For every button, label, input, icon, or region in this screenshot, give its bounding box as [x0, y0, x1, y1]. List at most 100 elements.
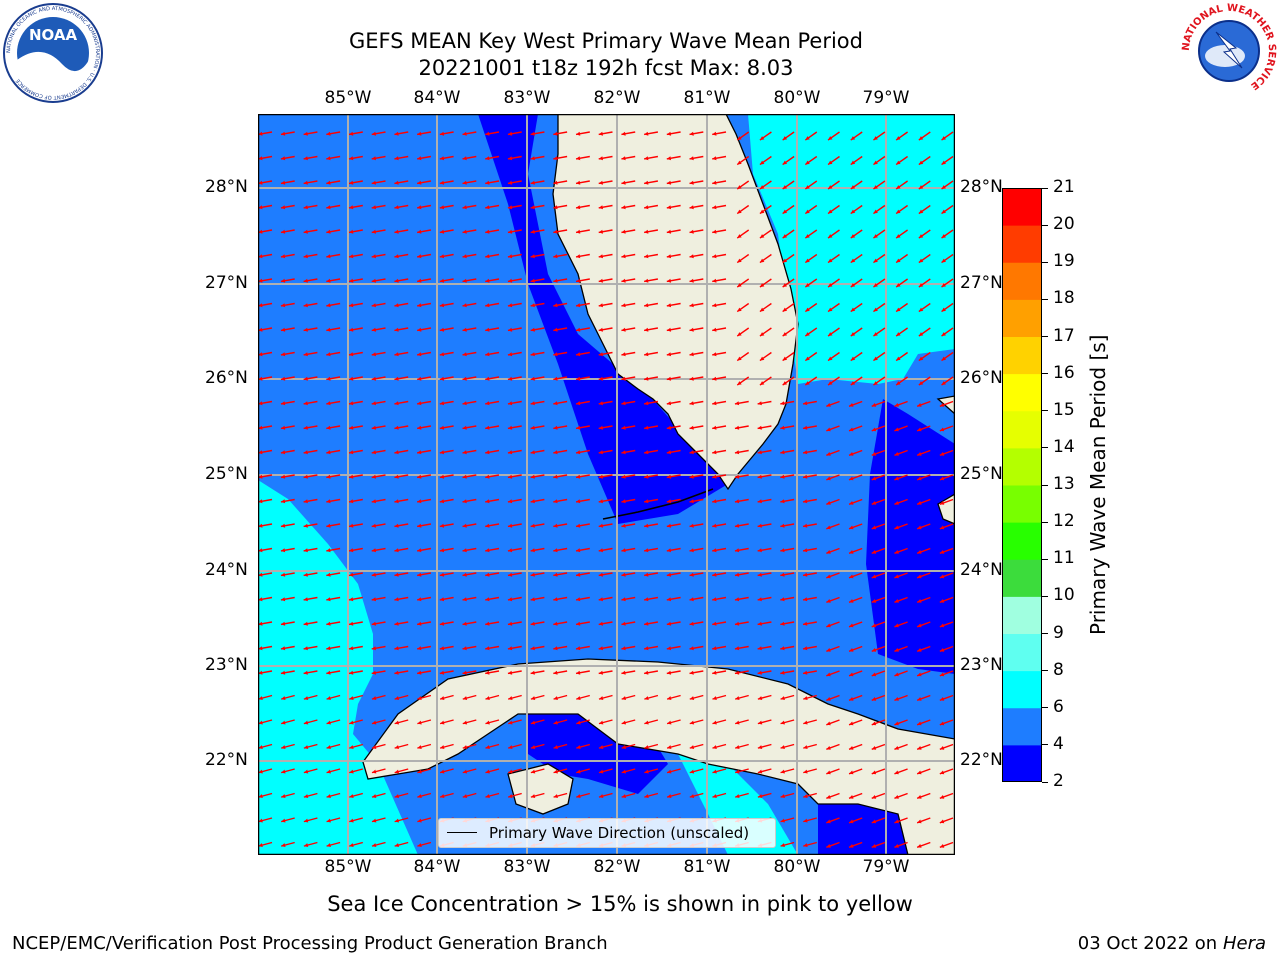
- wave-arrow-head: [553, 229, 558, 234]
- wave-arrow-head: [553, 450, 558, 455]
- wave-arrow-head: [849, 623, 854, 628]
- wave-arrow-head: [918, 185, 924, 190]
- lon-label-top-81w: 81°W: [683, 88, 731, 108]
- wave-arrow-head: [849, 599, 854, 603]
- wave-arrow-head: [553, 205, 558, 210]
- wave-arrow-head: [439, 646, 445, 651]
- wave-arrow-head: [871, 452, 877, 456]
- wave-arrow-head: [258, 769, 263, 774]
- wave-arrow-head: [371, 769, 377, 774]
- wave-arrow-head: [782, 332, 788, 337]
- wave-arrow-head: [303, 474, 308, 479]
- wave-arrow-head: [759, 160, 765, 165]
- wave-arrow-head: [667, 794, 672, 799]
- wave-arrow-head: [918, 234, 924, 239]
- wave-arrow-head: [326, 670, 331, 675]
- wave-arrow-head: [941, 283, 946, 288]
- wave-arrow-head: [803, 818, 808, 823]
- wave-arrow-head: [757, 450, 762, 455]
- wave-arrow-head: [712, 156, 717, 161]
- wave-arrow-head: [871, 746, 877, 750]
- wave-arrow-head: [734, 523, 740, 528]
- wave-arrow-head: [598, 180, 603, 185]
- wave-arrow-head: [666, 548, 672, 553]
- wave-arrow-head: [349, 769, 354, 774]
- wave-arrow-head: [644, 745, 649, 750]
- wave-arrow-head: [689, 278, 694, 283]
- wave-arrow-head: [326, 720, 331, 725]
- wave-arrow-head: [828, 258, 833, 263]
- ocean-2-4s-bahamas: [866, 399, 955, 674]
- wave-arrow-head: [666, 180, 672, 185]
- wave-arrow-head: [281, 696, 286, 701]
- wave-arrow-head: [371, 843, 377, 848]
- wave-arrow-head: [258, 254, 263, 259]
- wave-arrow-head: [644, 401, 649, 406]
- wave-arrow-head: [644, 327, 649, 332]
- wave-arrow-head: [349, 229, 354, 234]
- wave-arrow-head: [759, 234, 765, 239]
- wave-arrow-head: [530, 745, 536, 750]
- wave-arrow-head: [530, 720, 536, 725]
- wave-arrow-head: [439, 474, 445, 479]
- wave-arrow-head: [507, 646, 513, 651]
- wave-arrow-head: [303, 720, 309, 725]
- wave-arrow-head: [485, 131, 490, 136]
- wave-arrow-head: [917, 623, 922, 628]
- wave-arrow-head: [485, 376, 490, 381]
- wave-arrow-head: [462, 352, 467, 357]
- wave-arrow-head: [258, 205, 263, 210]
- wave-arrow-head: [737, 381, 742, 386]
- wave-arrow-head: [918, 283, 924, 288]
- wave-arrow-head: [873, 258, 878, 263]
- wave-arrow-head: [349, 499, 354, 504]
- wave-arrow-head: [439, 180, 445, 185]
- wave-arrow-head: [734, 597, 740, 602]
- footer-date: 03 Oct 2022 on: [1077, 933, 1223, 954]
- wave-arrow-head: [303, 843, 309, 848]
- wave-arrow-head: [621, 376, 626, 381]
- wave-arrow-head: [394, 720, 400, 725]
- wave-arrow-head: [258, 156, 263, 161]
- wave-arrow-head: [462, 572, 467, 577]
- wave-arrow-head: [258, 450, 263, 455]
- wave-arrow-head: [258, 745, 263, 750]
- wave-arrow-head: [576, 180, 581, 185]
- lat-label-right-22n: 22°N: [960, 750, 1003, 770]
- wave-arrow-head: [258, 621, 263, 626]
- wave-arrow-head: [666, 646, 672, 651]
- florida-keys: [602, 488, 714, 520]
- wave-arrow-head: [712, 180, 717, 185]
- wave-arrow-head: [576, 548, 581, 553]
- wave-arrow-head: [462, 548, 467, 553]
- land-isla-juventud: [507, 763, 574, 815]
- wave-arrow-head: [303, 646, 308, 651]
- wave-arrow-head: [462, 156, 467, 161]
- wave-arrow-head: [735, 696, 740, 701]
- colorbar-tick-mark: [1042, 484, 1048, 486]
- wave-arrow-head: [735, 720, 740, 725]
- wave-arrow-head: [757, 621, 762, 626]
- wave-arrow-head: [507, 180, 513, 185]
- wave-arrow-head: [394, 229, 399, 234]
- wave-arrow-head: [759, 381, 765, 386]
- colorbar-band: [1002, 373, 1042, 412]
- wave-arrow-head: [462, 254, 467, 259]
- wave-arrow-head: [896, 307, 901, 312]
- wave-arrow-head: [258, 425, 263, 430]
- wave-arrow-head: [462, 474, 467, 479]
- wave-arrow-head: [553, 696, 558, 701]
- wave-arrow-head: [873, 185, 878, 190]
- wave-arrow-head: [849, 476, 854, 481]
- wave-arrow-head: [553, 474, 558, 479]
- wave-arrow-head: [303, 278, 308, 283]
- wave-arrow-head: [326, 156, 331, 161]
- wave-arrow-head: [485, 745, 490, 750]
- wave-arrow-head: [598, 621, 603, 626]
- wave-arrow-head: [826, 672, 831, 677]
- lat-label-left-25n: 25°N: [205, 464, 248, 484]
- colorbar-tick-label: 4: [1053, 733, 1064, 754]
- wave-arrow-head: [507, 670, 513, 675]
- wave-arrow-head: [485, 670, 490, 675]
- wave-arrow-head: [530, 327, 535, 332]
